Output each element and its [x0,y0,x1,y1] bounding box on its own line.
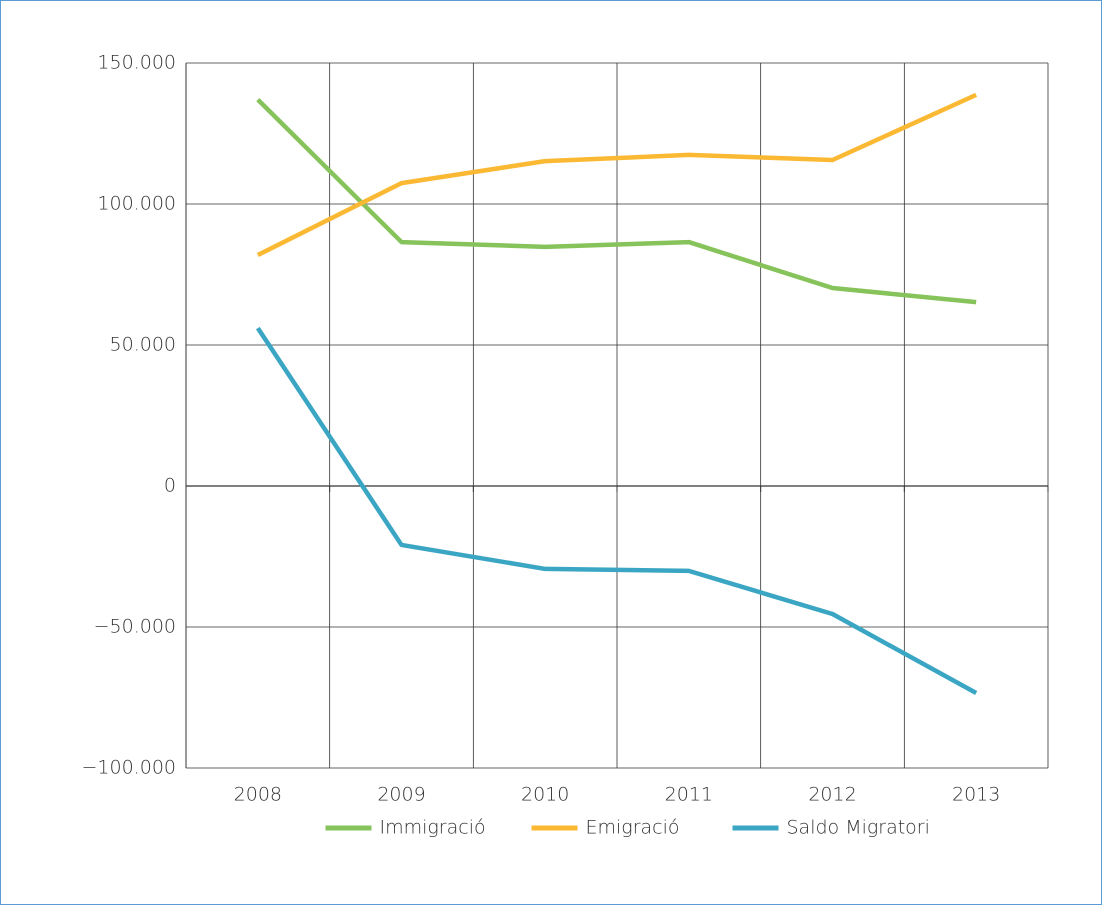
y-tick-label: 50.000 [110,334,176,356]
series-line [255,326,978,695]
x-tick-label: 2010 [521,784,569,806]
y-tick-label: −50.000 [94,616,176,638]
legend-label: Emigració [586,817,680,839]
y-tick-label: 100.000 [97,193,176,215]
x-tick-label: 2008 [234,784,282,806]
x-tick-label: 2009 [377,784,425,806]
legend-label: Saldo Migratori [787,817,930,839]
y-tick-label: 0 [164,475,176,497]
y-tick-label: 150.000 [97,52,176,74]
x-tick-label: 2011 [665,784,713,806]
series-line [256,98,977,305]
x-tick-label: 2012 [808,784,856,806]
x-tick-label: 2013 [952,784,1000,806]
legend-label: Immigració [380,817,486,839]
y-tick-label: −100.000 [82,757,177,779]
series-line [256,92,978,258]
